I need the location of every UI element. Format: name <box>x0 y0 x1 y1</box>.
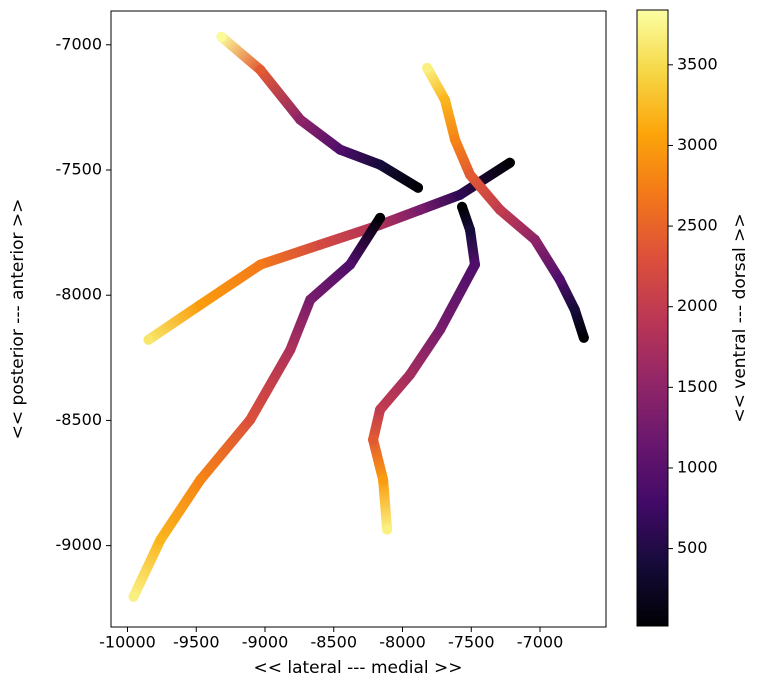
track-segment <box>454 157 515 200</box>
track-point <box>195 474 206 485</box>
colorbar-tick-label: 3000 <box>677 135 718 154</box>
track-segment <box>465 224 480 270</box>
track-point <box>415 204 426 215</box>
track-segment <box>405 324 446 380</box>
track-point <box>155 534 166 545</box>
track-point <box>285 344 296 355</box>
track-segment <box>368 434 389 485</box>
y-tick-label: -8500 <box>56 410 103 429</box>
track-segment <box>465 169 505 215</box>
track-segment <box>422 62 450 105</box>
x-tick-label: -9500 <box>173 633 220 652</box>
track-point <box>345 259 356 270</box>
track-point <box>529 234 540 245</box>
track-segment <box>155 474 206 545</box>
track-point <box>255 259 266 270</box>
track-segment <box>415 189 465 215</box>
x-tick-label: -10000 <box>99 633 156 652</box>
track-point <box>422 62 433 73</box>
track-segment <box>305 259 356 305</box>
x-axis-label: << lateral --- medial >> <box>253 658 462 678</box>
track-point <box>368 434 379 445</box>
track-point <box>305 294 316 305</box>
y-tick-label: -9000 <box>56 535 103 554</box>
track-point <box>195 299 206 310</box>
track-segment <box>195 259 266 310</box>
track-point <box>382 524 393 535</box>
x-tick-label: -8000 <box>379 633 426 652</box>
x-tick-label: -7000 <box>517 633 564 652</box>
track-point <box>315 239 326 250</box>
track-point <box>216 31 227 42</box>
track-segment <box>255 64 306 125</box>
track-point <box>439 94 450 105</box>
track-segment <box>216 31 266 75</box>
track-point <box>413 182 424 193</box>
colorbar-tick-label: 2000 <box>677 296 718 315</box>
track-point <box>578 332 589 343</box>
track-segment <box>378 474 393 535</box>
track-point <box>295 114 306 125</box>
track-segment <box>345 212 386 270</box>
track-segment <box>375 204 426 230</box>
track-segment <box>285 294 316 355</box>
track-point <box>405 369 416 380</box>
colorbar-tick-label: 500 <box>677 538 708 557</box>
track-point <box>465 224 476 235</box>
track-segment <box>255 239 326 270</box>
track-point <box>569 304 580 315</box>
colorbar-tick-label: 3500 <box>677 54 718 73</box>
track-segment <box>439 94 461 145</box>
track-point <box>504 157 515 168</box>
track-segment <box>529 234 565 285</box>
track-point <box>128 591 139 602</box>
track-point <box>375 212 386 223</box>
x-tick-label: -9000 <box>242 633 289 652</box>
track-segment <box>295 114 346 155</box>
y-axis-label: << posterior --- anterior >> <box>8 199 28 440</box>
y-tick-label: -8000 <box>56 285 103 304</box>
y-tick-label: -7500 <box>56 160 103 179</box>
x-tick-label: -8500 <box>311 633 358 652</box>
track-point <box>465 169 476 180</box>
track-point <box>554 274 565 285</box>
colorbar-tick-label: 2500 <box>677 216 718 235</box>
track-segment <box>375 369 416 415</box>
track-point <box>143 334 154 345</box>
x-tick-label: -7500 <box>448 633 495 652</box>
track-point <box>335 144 346 155</box>
track-segment <box>368 404 386 445</box>
track-segment <box>245 344 296 425</box>
track-segment <box>435 259 480 335</box>
plot-frame <box>110 10 607 628</box>
track-point <box>375 159 386 170</box>
track-segment <box>375 159 424 193</box>
colorbar-tick-label: 1500 <box>677 377 718 396</box>
track-point <box>375 404 386 415</box>
track-segment <box>128 534 166 602</box>
track-point <box>378 474 389 485</box>
track-point <box>245 414 256 425</box>
track-point <box>435 324 446 335</box>
track-point <box>494 204 505 215</box>
track-point <box>457 201 468 212</box>
track-point <box>454 189 465 200</box>
track-point <box>450 134 461 145</box>
y-tick-label: -7000 <box>56 34 103 53</box>
track-segment <box>195 414 256 485</box>
colorbar <box>636 9 669 627</box>
track-segment <box>450 134 476 180</box>
track-segment <box>143 299 206 345</box>
colorbar-tick-label: 1000 <box>677 457 718 476</box>
track-point <box>469 259 480 270</box>
track-segment <box>554 274 580 315</box>
colorbar-label: << ventral --- dorsal >> <box>730 213 750 422</box>
track-point <box>255 64 266 75</box>
track-segment <box>494 204 540 245</box>
track-segment <box>335 144 386 170</box>
